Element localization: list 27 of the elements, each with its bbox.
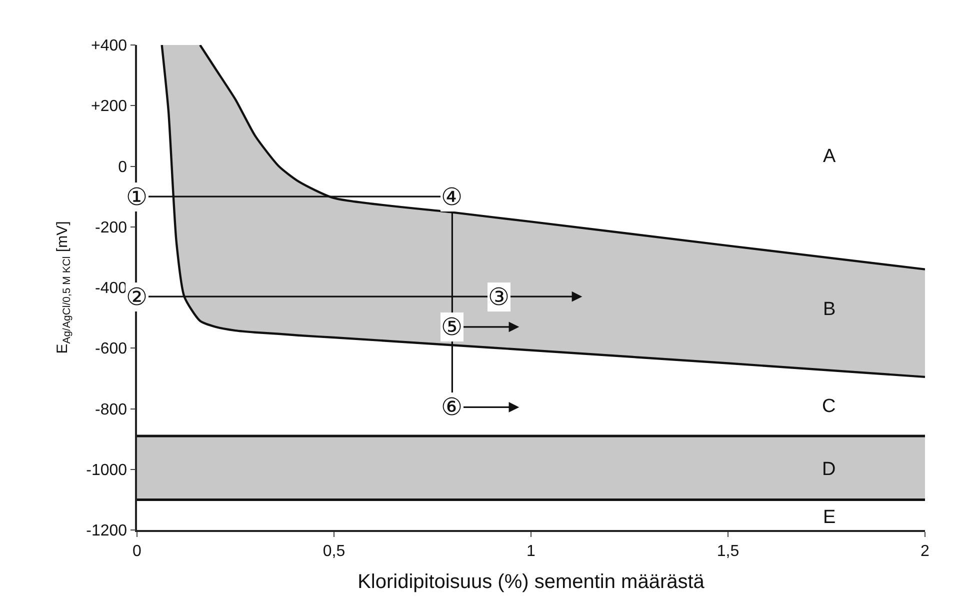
annotation: A [823,146,836,167]
annotation: C [822,396,836,417]
y-tick-label: +200 [91,98,128,116]
y-tick-label: -200 [95,219,128,236]
y-tick-label: -800 [95,401,128,418]
annotation: B [823,299,836,320]
annotation: ⑥ [441,393,463,421]
annotation: ⑤ [441,313,463,341]
y-tick-label: +400 [91,38,128,55]
annotation: D [822,459,836,480]
annotation: E [823,507,836,528]
annotation: ① [126,183,148,211]
annotation: ② [126,283,148,311]
annotation: ④ [441,183,463,211]
x-tick-label: 0,5 [322,542,346,560]
annotation: ③ [488,283,510,311]
line-series [198,45,925,270]
y-tick-label: -400 [95,280,128,298]
y-tick-label: 0 [118,158,128,176]
y-tick-label: -1200 [86,522,128,540]
y-tick-label: -1000 [86,462,128,479]
x-tick-label: 0 [132,542,142,560]
x-tick-label: 1,5 [716,542,740,560]
x-axis-title: Kloridipitoisuus (%) sementin määrästä [358,570,706,593]
x-tick-label: 1 [526,542,536,560]
x-tick-label: 2 [920,542,930,560]
y-tick-label: -600 [95,340,128,358]
